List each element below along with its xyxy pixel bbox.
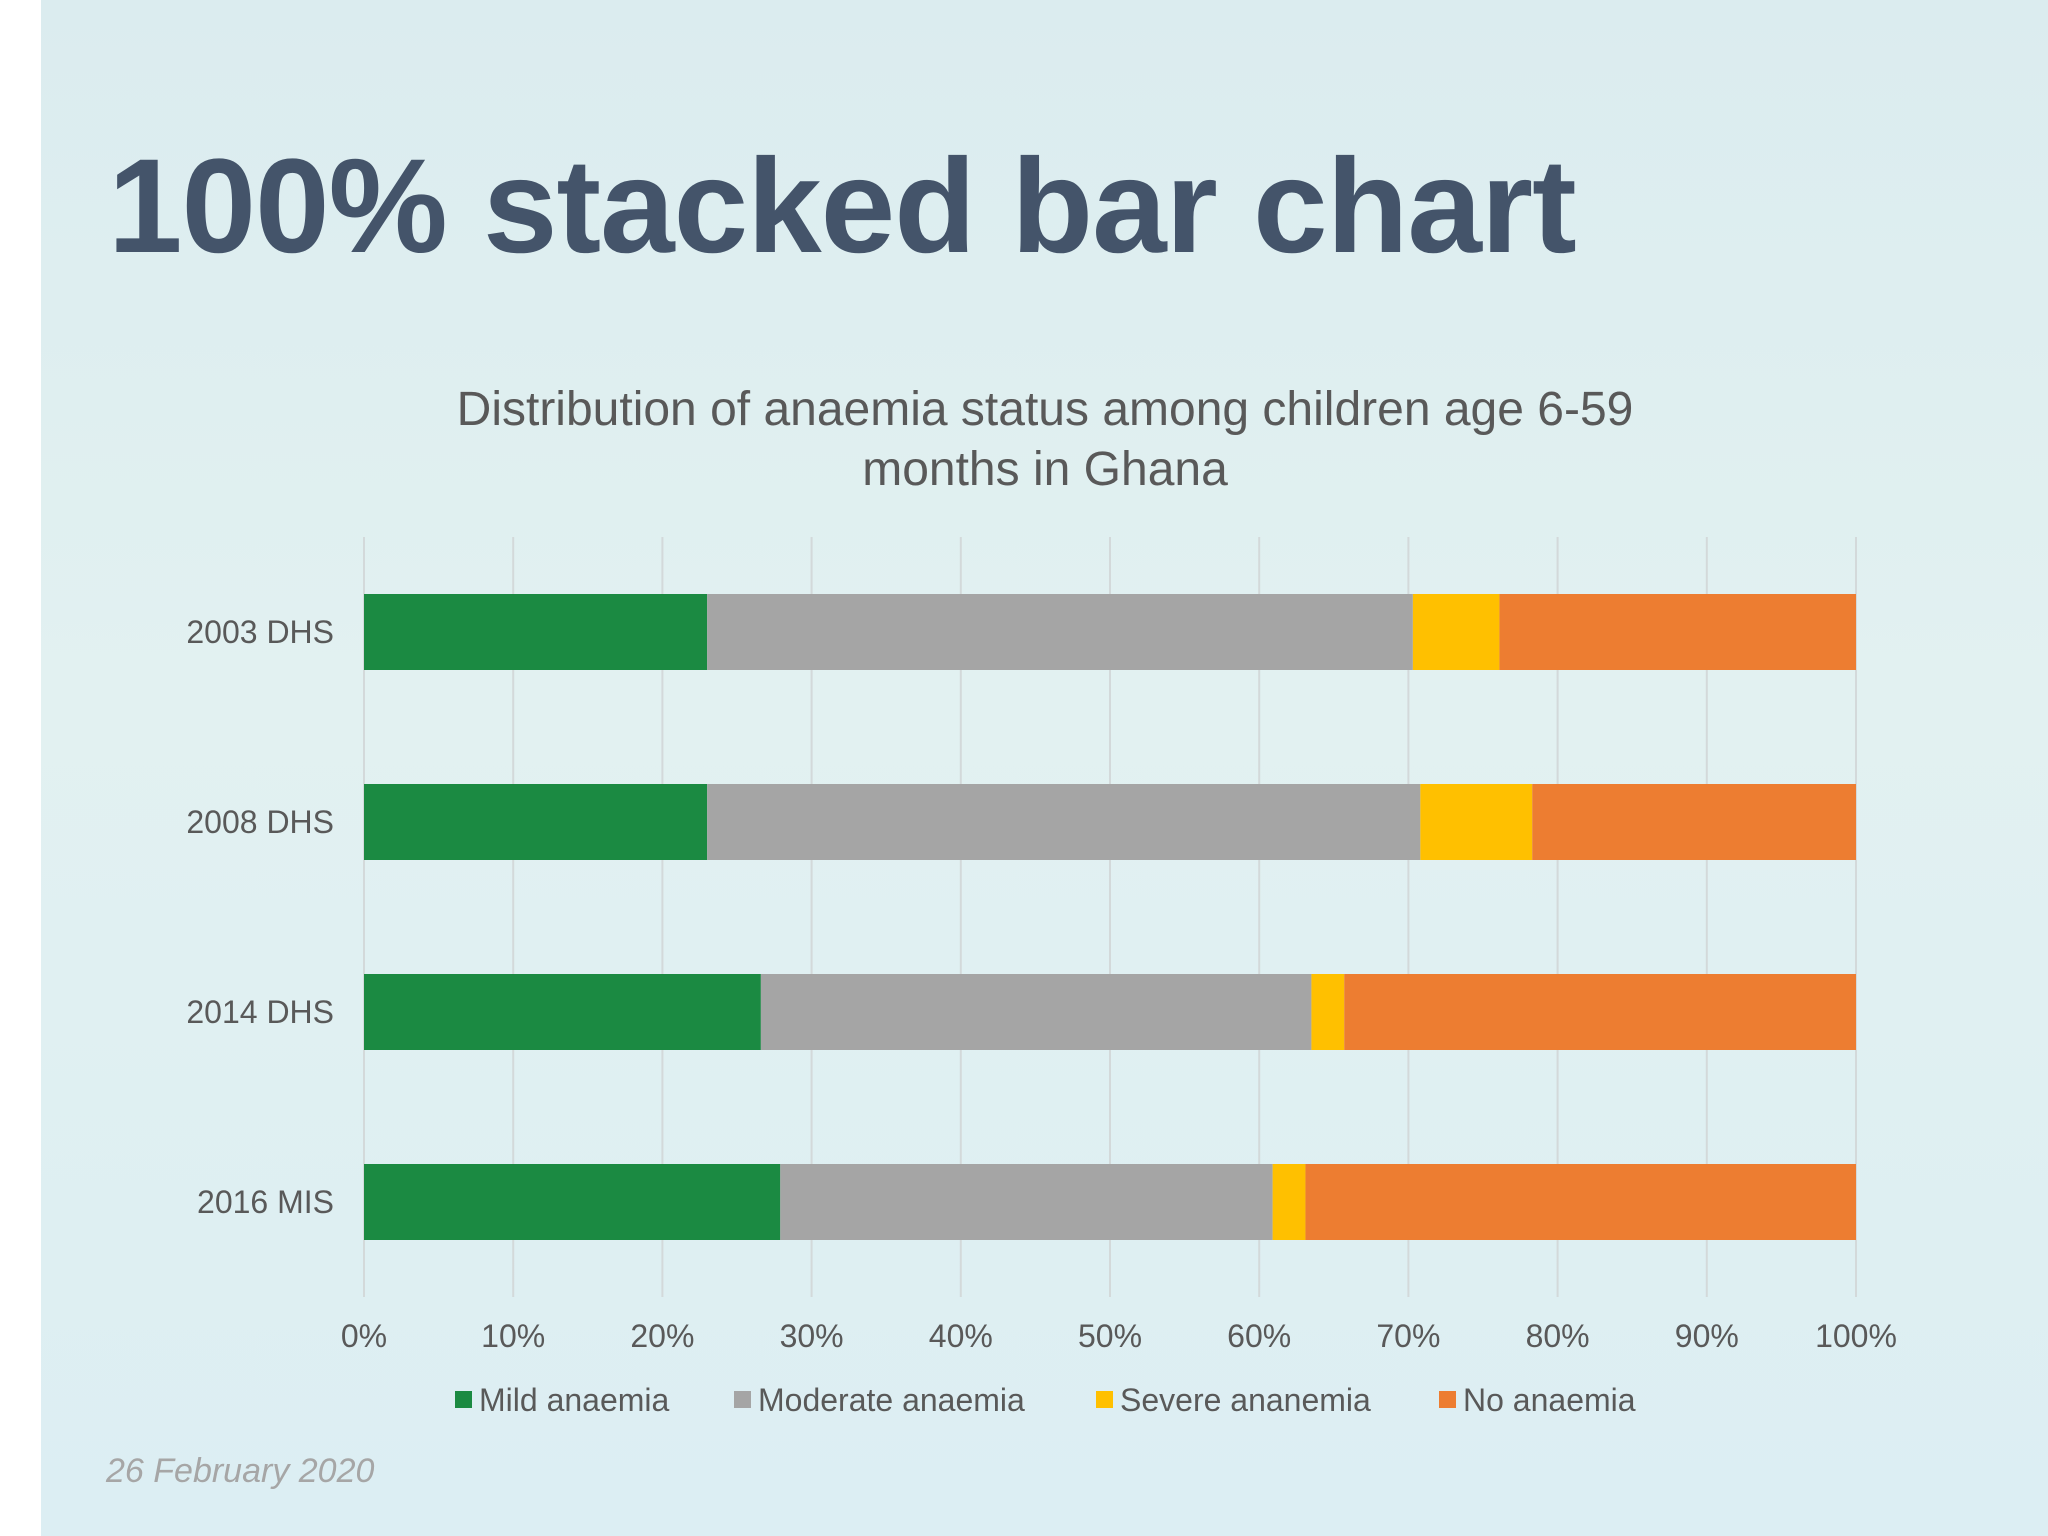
slide-date: 26 February 2020 <box>106 1452 375 1490</box>
legend-label: Severe ananemia <box>1120 1382 1371 1418</box>
category-label: 2003 DHS <box>186 614 334 650</box>
x-axis-ticks: 0% 10% 20% 30% 40% 50% 60% 70% 80% 90% 100% <box>341 1318 1897 1354</box>
legend-swatch <box>734 1391 751 1408</box>
x-tick-label: 30% <box>780 1318 844 1354</box>
category-labels: 2003 DHS 2008 DHS 2014 DHS 2016 MIS <box>186 614 334 1220</box>
bars <box>364 594 1856 1240</box>
legend-label: Moderate anaemia <box>758 1382 1025 1418</box>
x-tick-label: 90% <box>1675 1318 1739 1354</box>
x-tick-label: 80% <box>1526 1318 1590 1354</box>
bar-segment <box>364 1164 781 1240</box>
legend-swatch <box>1096 1391 1113 1408</box>
x-tick-label: 20% <box>630 1318 694 1354</box>
bar-segment <box>1420 784 1533 860</box>
x-tick-label: 100% <box>1815 1318 1897 1354</box>
bar-segment <box>780 1164 1273 1240</box>
slide-background <box>41 0 2048 1536</box>
bar-segment <box>1532 784 1856 860</box>
bar-segment <box>1344 974 1856 1050</box>
x-tick-label: 40% <box>929 1318 993 1354</box>
x-tick-label: 0% <box>341 1318 387 1354</box>
bar-segment <box>707 784 1421 860</box>
x-tick-label: 60% <box>1227 1318 1291 1354</box>
x-tick-label: 50% <box>1078 1318 1142 1354</box>
bar-segment <box>364 784 708 860</box>
legend-label: Mild anaemia <box>479 1382 670 1418</box>
chart-title-line-1: Distribution of anaemia status among chi… <box>457 383 1634 436</box>
chart-title-line-2: months in Ghana <box>862 443 1228 496</box>
legend-swatch <box>1439 1391 1456 1408</box>
bar-segment <box>1272 1164 1306 1240</box>
slide-title: 100% stacked bar chart <box>108 132 1577 281</box>
bar-segment <box>364 974 761 1050</box>
x-tick-label: 70% <box>1376 1318 1440 1354</box>
bar-segment <box>760 974 1312 1050</box>
bar-segment <box>1311 974 1345 1050</box>
legend-swatch <box>455 1391 472 1408</box>
bar-segment <box>1412 594 1500 670</box>
category-label: 2014 DHS <box>186 994 334 1030</box>
legend-label: No anaemia <box>1463 1382 1636 1418</box>
bar-segment <box>1305 1164 1856 1240</box>
bar-segment <box>1499 594 1856 670</box>
legend: Mild anaemia Moderate anaemia Severe anane… <box>455 1382 1636 1418</box>
bar-segment <box>364 594 708 670</box>
category-label: 2016 MIS <box>197 1184 334 1220</box>
x-tick-label: 10% <box>481 1318 545 1354</box>
bar-segment <box>707 594 1413 670</box>
category-label: 2008 DHS <box>186 804 334 840</box>
chart-title: Distribution of anaemia status among chi… <box>457 383 1634 496</box>
